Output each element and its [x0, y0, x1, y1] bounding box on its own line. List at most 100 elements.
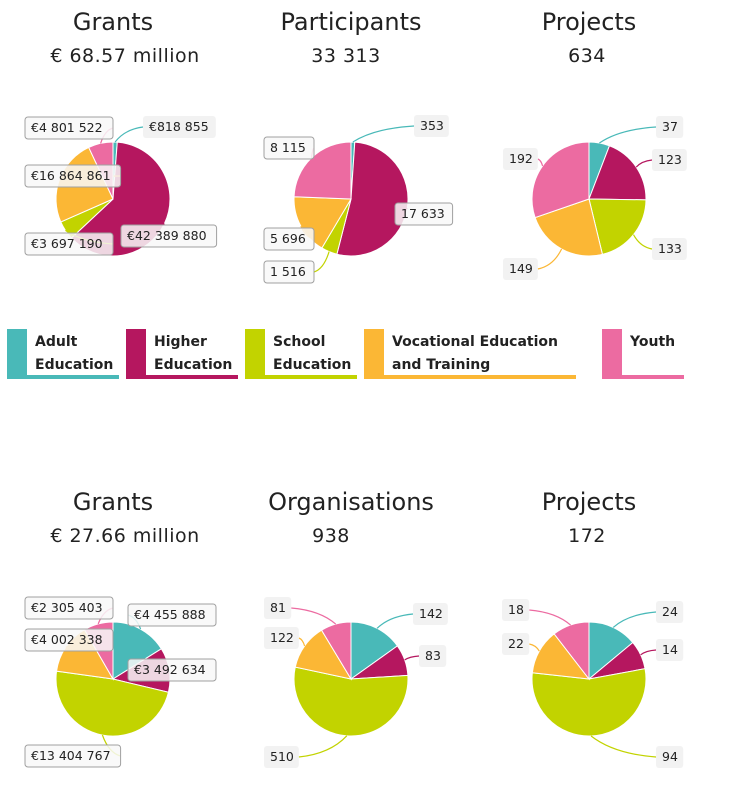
slice-label-box-adult: [413, 603, 448, 625]
pie-chart-4: [291, 607, 420, 758]
slice-connector-school: [313, 251, 330, 273]
slice-label-youth: 192: [509, 151, 533, 166]
pie-slice-youth[interactable]: [531, 141, 590, 219]
slice-label-box-adult: [127, 603, 217, 627]
chart-title-grants-1: Grants: [72, 8, 154, 36]
pie-slice-adult[interactable]: [112, 621, 163, 680]
pie-slice-school[interactable]: [531, 668, 647, 737]
pie-labels-3: €4 455 888 €3 492 634 €13 404 767 €4 002 33…: [24, 596, 217, 768]
chart-total-organisations: 938: [312, 525, 350, 547]
slice-label-youth: 81: [270, 600, 286, 615]
slice-connector-vocational: [529, 643, 540, 652]
legend-item-youth[interactable]: Youth: [602, 329, 684, 379]
pie-slice-vocational[interactable]: [534, 198, 604, 257]
pie-labels-2: 37 123 133 149 192: [503, 116, 687, 280]
slice-label-box-youth: [24, 596, 114, 620]
slice-label-adult: €818 855: [149, 119, 209, 134]
chart-total-participants: 33 313: [311, 45, 381, 67]
legend-item-higher-education[interactable]: Higher Education: [126, 329, 238, 379]
slice-label-box-school: [24, 744, 122, 768]
slice-label-box-vocational: [264, 627, 299, 649]
slice-label-box-adult: [414, 115, 449, 137]
slice-label-higher: 17 633: [401, 206, 445, 221]
legend-swatch-higher: [126, 329, 146, 379]
slice-label-box-adult: [656, 601, 684, 623]
slice-label-vocational: 122: [270, 630, 294, 645]
chart-title-participants: Participants: [280, 8, 422, 36]
pie-labels-5: 24 14 94 22 18: [502, 599, 684, 768]
slice-label-box-higher: [120, 224, 218, 248]
slice-connector-adult: [352, 125, 415, 143]
chart-total-projects-1: 634: [568, 45, 606, 67]
slice-label-youth: 8 115: [270, 140, 306, 155]
slice-label-adult: 37: [662, 119, 678, 134]
slice-connector-higher: [404, 655, 420, 661]
chart-title-projects-1: Projects: [541, 8, 637, 36]
slice-connector-school: [298, 735, 348, 758]
chart-title-projects-2: Projects: [541, 488, 637, 516]
slice-connector-school: [590, 735, 657, 758]
legend-label-youth: Youth: [630, 334, 676, 350]
slice-label-box-youth: [263, 136, 315, 160]
slice-label-box-adult: [143, 116, 216, 138]
slice-label-higher: 14: [662, 642, 678, 657]
slice-label-school: 94: [662, 749, 678, 764]
slice-label-higher: €42 389 880: [127, 228, 207, 243]
slice-label-box-youth: [24, 116, 114, 140]
slice-label-school: 133: [658, 241, 682, 256]
pie-slice-youth[interactable]: [320, 621, 352, 681]
slice-label-school: 510: [270, 749, 294, 764]
legend-swatch-school: [245, 329, 265, 379]
legend-bar-adult: [7, 375, 119, 379]
legend-bar-school: [245, 375, 357, 379]
slice-label-box-school: [652, 238, 687, 260]
chart-total-projects-2: 172: [568, 525, 606, 547]
slice-label-vocational: €4 002 338: [31, 632, 103, 647]
slice-label-box-higher: [127, 658, 217, 682]
slice-label-box-youth: [264, 597, 292, 619]
slice-label-box-vocational: [502, 633, 530, 655]
slice-label-box-higher: [394, 202, 454, 226]
slice-connector-youth: [529, 609, 571, 626]
slice-label-box-vocational: [263, 227, 315, 251]
legend-bar-youth: [602, 375, 684, 379]
slice-connector-higher: [635, 159, 653, 168]
legend-item-adult-education[interactable]: Adult Education: [7, 329, 119, 379]
legend-label-adult: Adult Education: [35, 334, 114, 373]
slice-label-vocational: 5 696: [270, 231, 306, 246]
pie-labels-1: 353 17 633 1 516 5 696 8 115: [263, 115, 454, 284]
legend-item-vocational-education[interactable]: Vocational Education and Training: [364, 329, 576, 379]
slice-label-box-vocational: [503, 258, 538, 280]
slice-label-box-school: [264, 746, 299, 768]
chart-total-grants-1: € 68.57 million: [50, 45, 200, 67]
pie-labels-4: 142 83 510 122 81: [264, 597, 448, 768]
slice-label-box-vocational: [24, 164, 122, 188]
pie-labels-0: €818 855 €42 389 880 €3 697 190 €16 864 861…: [24, 116, 218, 256]
chart-total-grants-2: € 27.66 million: [50, 525, 200, 547]
slice-connector-youth: [291, 607, 337, 625]
slice-label-box-youth: [503, 148, 538, 170]
legend-swatch-vocational: [364, 329, 384, 379]
slice-label-adult: 142: [419, 606, 443, 621]
legend-label-school: School Education: [273, 334, 352, 373]
slice-label-adult: 24: [662, 604, 678, 619]
chart-title-grants-2: Grants: [72, 488, 154, 516]
slice-label-box-school: [24, 232, 114, 256]
chart-title-organisations: Organisations: [268, 488, 434, 516]
legend-label-vocational: Vocational Education and Training: [392, 334, 559, 373]
slice-label-vocational: 149: [509, 261, 533, 276]
pie-slice-adult[interactable]: [350, 621, 399, 680]
slice-label-box-higher: [419, 645, 447, 667]
slice-label-box-adult: [656, 116, 684, 138]
pie-slice-school[interactable]: [588, 198, 647, 256]
legend-item-school-education[interactable]: School Education: [245, 329, 357, 379]
slice-connector-school: [632, 234, 653, 250]
slice-label-box-youth: [502, 599, 530, 621]
slice-label-higher: 83: [425, 648, 441, 663]
slice-label-higher: €3 492 634: [134, 662, 206, 677]
legend-bar-vocational: [364, 375, 576, 379]
pie-chart-5: [529, 609, 657, 758]
slice-label-school: €13 404 767: [31, 748, 111, 763]
slice-connector-adult: [376, 613, 414, 629]
pie-slice-school[interactable]: [293, 666, 409, 737]
